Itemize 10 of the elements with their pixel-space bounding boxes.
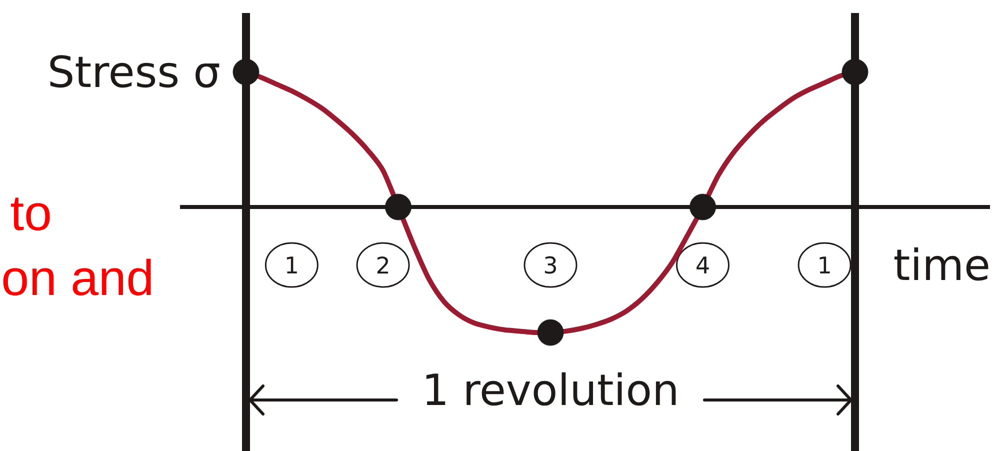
- text: 1 revolution: [426, 372, 676, 406]
- x-tick-label: 1: [286, 256, 297, 274]
- x-tick-label: 3: [544, 256, 556, 274]
- text: on and: [3, 258, 151, 296]
- y-axis-title: Stress σ: [50, 55, 220, 88]
- x-tick-label: 1: [820, 256, 830, 274]
- x-tick-label: 2: [377, 256, 388, 274]
- text: to: [10, 198, 50, 230]
- x-tick-label: 4: [696, 256, 709, 274]
- x-axis-title: time: [894, 247, 988, 281]
